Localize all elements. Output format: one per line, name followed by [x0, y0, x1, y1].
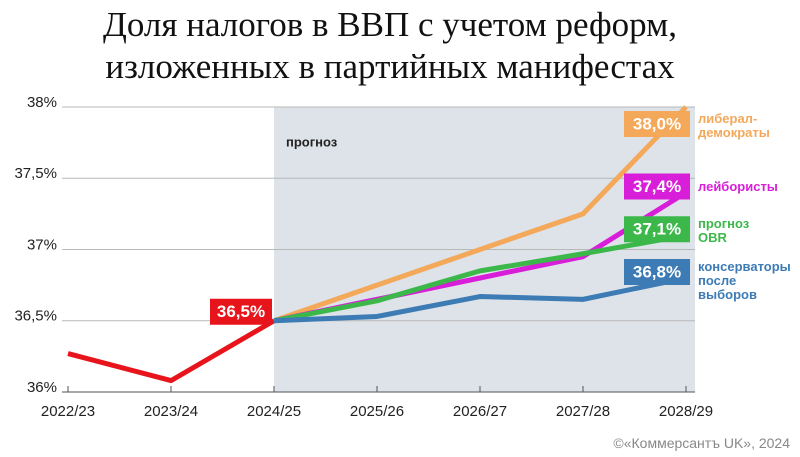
legend-label: консерваторы после выборов — [698, 259, 791, 302]
x-tick-label: 2028/29 — [659, 403, 713, 420]
value-label-text: 37,1% — [633, 220, 681, 239]
value-label-text: 37,4% — [633, 177, 681, 196]
y-tick-label: 36% — [27, 379, 57, 396]
series-line — [273, 105, 688, 324]
x-tick-label: 2023/24 — [144, 403, 198, 420]
value-label-box — [624, 216, 690, 243]
value-label-box — [624, 111, 690, 137]
value-label-box — [624, 259, 690, 285]
x-tick-label: 2024/25 — [247, 403, 301, 420]
chart-title: Доля налогов в ВВП с учетом реформ, изло… — [102, 5, 677, 86]
value-label: 36,5% — [210, 298, 272, 325]
series-line — [273, 232, 687, 324]
value-label: 36,8% — [624, 259, 690, 285]
value-label-box — [210, 298, 272, 325]
y-tick-label: 38% — [27, 94, 57, 111]
y-tick-label: 36,5% — [14, 308, 57, 325]
value-label-text: 38,0% — [633, 114, 681, 133]
legend-label: прогноз OBR — [698, 216, 750, 246]
value-label: 38,0% — [624, 111, 690, 137]
value-label-text: 36,8% — [633, 262, 681, 281]
series-line — [273, 275, 687, 324]
value-label: 37,4% — [624, 173, 690, 200]
x-tick-label: 2026/27 — [453, 403, 507, 420]
x-tick-label: 2027/28 — [556, 403, 610, 420]
value-label-text: 36,5% — [217, 302, 265, 321]
annotation: прогноз — [286, 134, 338, 149]
source: ©«Коммерсантъ UK», 2024 — [613, 435, 790, 451]
y-tick-label: 37,5% — [14, 165, 57, 182]
x-tick-label: 2022/23 — [41, 403, 95, 420]
legend-label: либерал- демократы — [698, 111, 770, 140]
legend-label: лейбористы — [698, 178, 778, 194]
y-tick-label: 37% — [27, 236, 57, 253]
series-line — [67, 318, 276, 384]
x-tick-label: 2025/26 — [350, 403, 404, 420]
value-label-box — [624, 173, 690, 200]
value-label: 37,1% — [624, 216, 690, 243]
